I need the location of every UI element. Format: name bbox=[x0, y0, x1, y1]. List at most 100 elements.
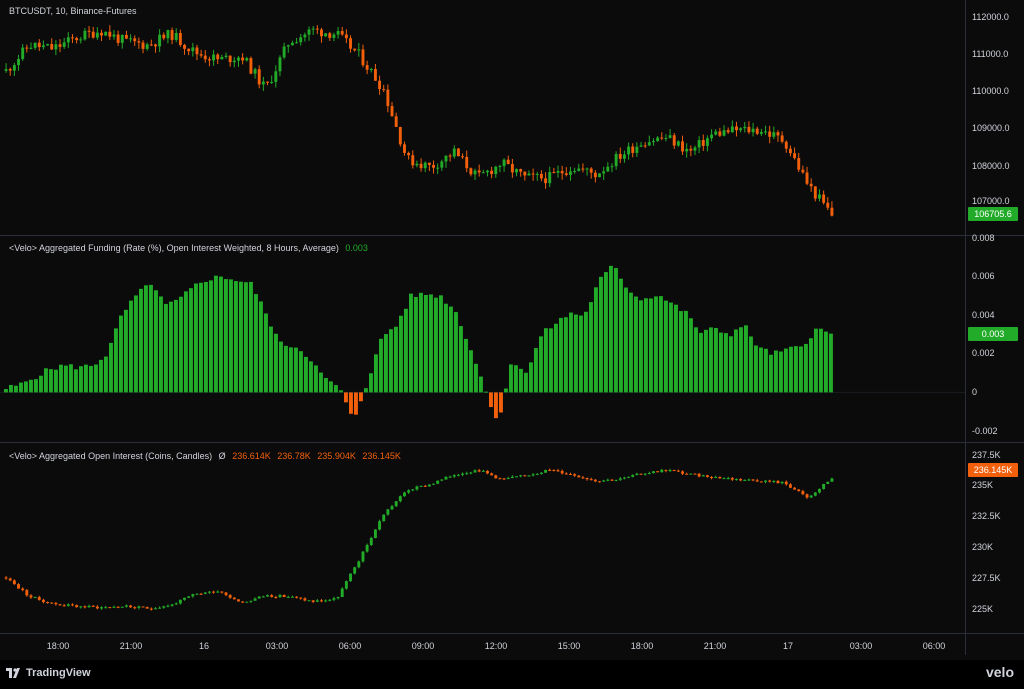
candle-body bbox=[494, 475, 498, 479]
candle-body bbox=[519, 475, 523, 477]
candle-body bbox=[315, 28, 319, 30]
funding-bar bbox=[779, 351, 783, 393]
candle-body bbox=[423, 162, 427, 169]
price-pane[interactable] bbox=[0, 0, 965, 234]
funding-bar bbox=[34, 379, 38, 393]
candle-body bbox=[46, 602, 50, 604]
funding-bar bbox=[249, 281, 253, 393]
funding-bar bbox=[64, 365, 68, 393]
funding-bar bbox=[79, 366, 83, 393]
candle-body bbox=[830, 478, 834, 482]
funding-bar bbox=[619, 278, 623, 393]
oi-tick: 235K bbox=[972, 480, 994, 490]
time-tick: 06:00 bbox=[922, 641, 946, 651]
candle-body bbox=[290, 42, 294, 46]
pane-divider[interactable] bbox=[0, 442, 1024, 443]
candle-body bbox=[25, 47, 29, 49]
candle-body bbox=[403, 492, 406, 497]
candle-body bbox=[390, 506, 394, 510]
funding-bar bbox=[819, 328, 823, 393]
candle-body bbox=[12, 65, 16, 71]
funding-bar bbox=[719, 332, 723, 393]
candle-body bbox=[241, 57, 245, 61]
candle-body bbox=[307, 29, 311, 35]
candle-body bbox=[166, 605, 170, 607]
funding-chart[interactable] bbox=[0, 236, 965, 441]
funding-bar bbox=[219, 276, 223, 393]
funding-bar bbox=[239, 281, 243, 393]
candle-body bbox=[780, 481, 784, 484]
velo-logo[interactable]: velo bbox=[985, 664, 1014, 680]
candle-body bbox=[261, 596, 265, 598]
candle-body bbox=[527, 173, 531, 176]
candle-body bbox=[805, 172, 809, 184]
candle-body bbox=[261, 81, 265, 85]
candle-body bbox=[187, 48, 191, 52]
candle-body bbox=[25, 590, 29, 596]
candle-body bbox=[220, 591, 224, 593]
funding-bar bbox=[159, 296, 163, 393]
candle-body bbox=[203, 55, 207, 60]
candle-body bbox=[415, 163, 419, 166]
candle-body bbox=[112, 606, 116, 608]
funding-bar bbox=[664, 300, 668, 393]
candle-body bbox=[266, 81, 269, 83]
funding-bar bbox=[404, 308, 408, 393]
funding-bar bbox=[309, 361, 313, 393]
funding-bar bbox=[144, 285, 148, 393]
candle-body bbox=[257, 69, 261, 85]
candle-body bbox=[141, 606, 145, 608]
candle-body bbox=[328, 33, 332, 38]
funding-bar bbox=[759, 347, 763, 393]
time-tick: 09:00 bbox=[411, 641, 435, 651]
candle-body bbox=[216, 54, 220, 60]
candle-body bbox=[349, 573, 352, 582]
candle-body bbox=[253, 69, 257, 74]
candle-body bbox=[50, 602, 54, 604]
funding-bar bbox=[399, 315, 403, 393]
candle-body bbox=[788, 484, 792, 488]
funding-bar bbox=[184, 291, 188, 393]
candle-body bbox=[104, 607, 108, 609]
candle-body bbox=[602, 171, 606, 174]
candle-body bbox=[747, 126, 751, 133]
candle-body bbox=[610, 166, 614, 168]
funding-bar bbox=[639, 300, 643, 393]
candle-body bbox=[237, 599, 240, 602]
funding-bar bbox=[769, 354, 773, 393]
candle-body bbox=[539, 472, 543, 474]
candle-body bbox=[764, 131, 767, 133]
candle-body bbox=[780, 135, 784, 142]
oi-pane[interactable] bbox=[0, 443, 965, 633]
candle-body bbox=[299, 37, 303, 43]
candle-body bbox=[382, 89, 386, 91]
candle-body bbox=[311, 28, 315, 30]
candle-body bbox=[473, 170, 477, 175]
candle-body bbox=[149, 44, 153, 46]
candle-body bbox=[714, 476, 718, 478]
candle-body bbox=[62, 605, 66, 607]
oi-chart[interactable] bbox=[0, 443, 965, 633]
footer bbox=[0, 660, 1024, 689]
tradingview-logo[interactable]: TradingView bbox=[6, 667, 91, 679]
candle-body bbox=[129, 605, 133, 608]
candle-body bbox=[506, 478, 510, 480]
price-legend-title: BTCUSDT, 10, Binance-Futures bbox=[9, 6, 137, 16]
funding-pane[interactable] bbox=[0, 236, 965, 441]
candle-body bbox=[411, 155, 415, 166]
time-tick: 21:00 bbox=[119, 641, 143, 651]
candle-body bbox=[212, 591, 216, 593]
price-chart[interactable] bbox=[0, 0, 965, 234]
pane-divider[interactable] bbox=[0, 235, 1024, 236]
candle-body bbox=[394, 501, 398, 507]
funding-bar bbox=[434, 297, 438, 393]
time-axis[interactable] bbox=[0, 634, 965, 660]
candle-body bbox=[797, 158, 801, 170]
funding-bar bbox=[229, 279, 233, 393]
candle-body bbox=[419, 163, 423, 169]
candle-body bbox=[154, 44, 157, 47]
funding-bar bbox=[294, 347, 298, 393]
candle-body bbox=[178, 33, 182, 45]
candle-body bbox=[784, 481, 788, 485]
candle-body bbox=[108, 607, 112, 609]
